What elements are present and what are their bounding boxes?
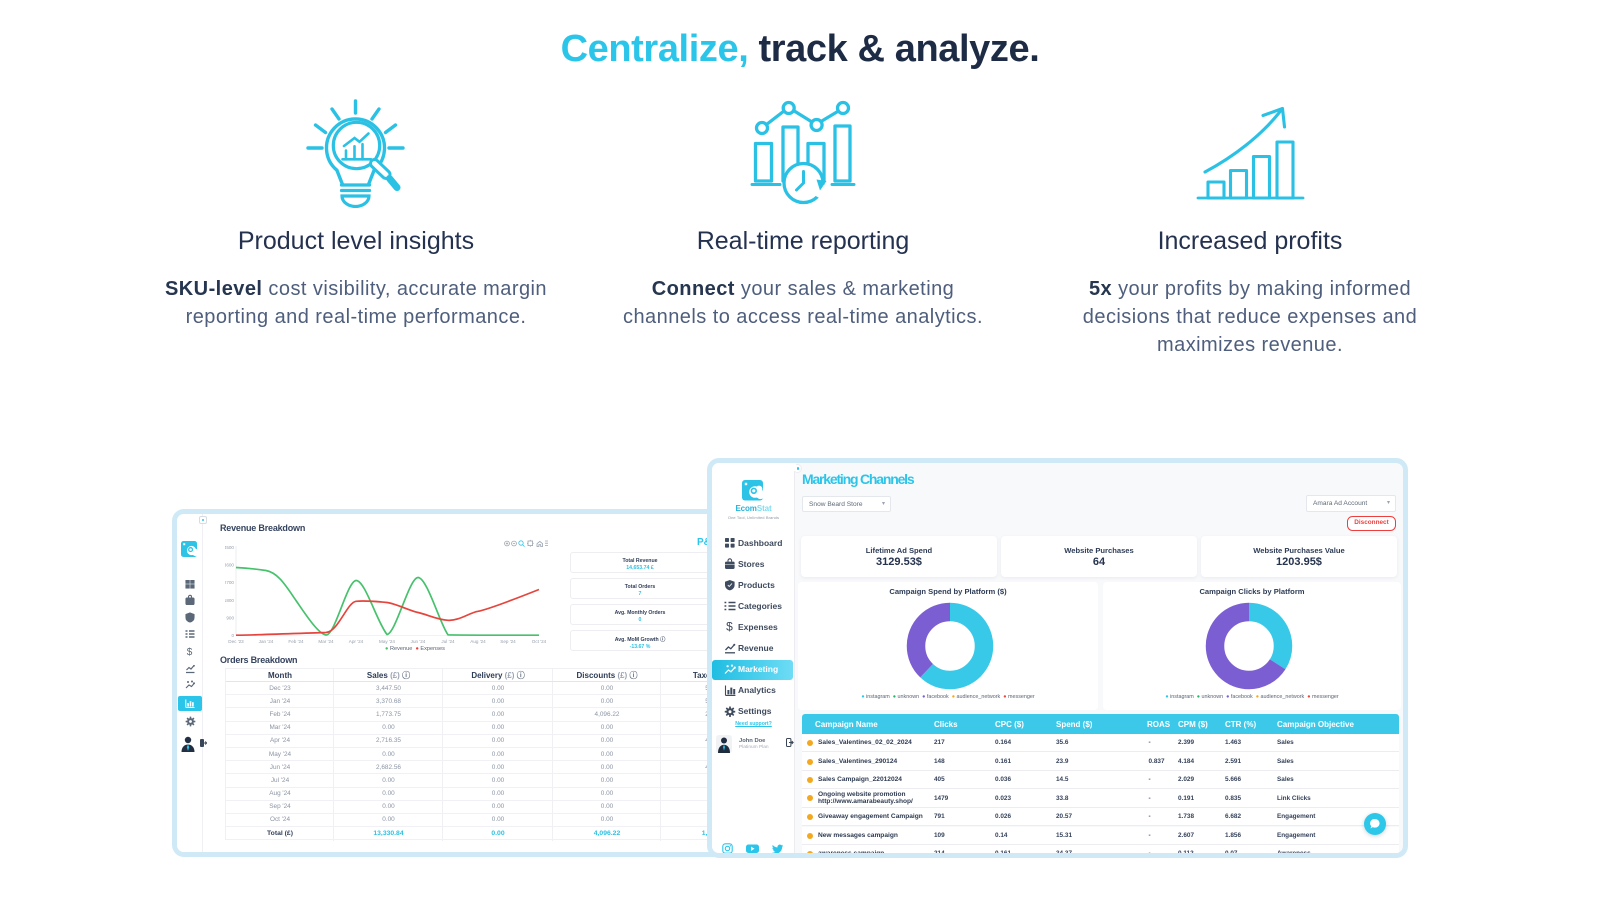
svg-text:0: 0 bbox=[231, 633, 234, 638]
svg-text:$: $ bbox=[187, 647, 193, 658]
svg-text:Feb '24: Feb '24 bbox=[288, 639, 304, 644]
svg-text:Oct '24: Oct '24 bbox=[532, 639, 547, 644]
svg-text:Jan '24: Jan '24 bbox=[259, 639, 274, 644]
svg-text:Jul '24: Jul '24 bbox=[441, 639, 455, 644]
svg-text:$: $ bbox=[726, 620, 733, 634]
svg-text:Mar '24: Mar '24 bbox=[318, 639, 334, 644]
svg-text:Jun '24: Jun '24 bbox=[411, 639, 426, 644]
svg-text:Dec '23: Dec '23 bbox=[228, 639, 244, 644]
svg-text:Apr '24: Apr '24 bbox=[349, 639, 364, 644]
svg-text:4500: 4500 bbox=[225, 545, 234, 550]
svg-text:Aug '24: Aug '24 bbox=[470, 639, 486, 644]
svg-text:900: 900 bbox=[226, 615, 234, 620]
svg-text:Sep '24: Sep '24 bbox=[500, 639, 516, 644]
svg-text:2700: 2700 bbox=[225, 580, 234, 585]
svg-text:1800: 1800 bbox=[225, 598, 234, 603]
svg-text:3600: 3600 bbox=[225, 563, 234, 568]
svg-text:May '24: May '24 bbox=[379, 639, 395, 644]
